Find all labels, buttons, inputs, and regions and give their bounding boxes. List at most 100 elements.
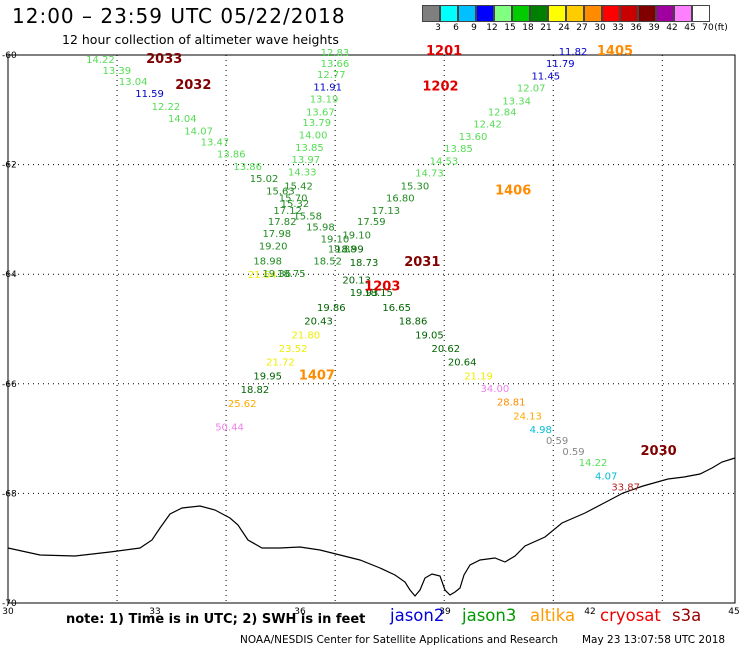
scale-value-label: 39	[648, 23, 660, 33]
x-tick-label: 36	[294, 607, 306, 617]
swh-observation: 15.98	[306, 222, 335, 233]
y-tick-label: -62	[2, 161, 17, 171]
swh-observation: 12.84	[488, 107, 517, 118]
y-tick-label: -64	[2, 270, 17, 280]
swh-observation: 14.07	[184, 126, 213, 137]
swh-observation: 20.13	[342, 276, 371, 287]
swh-observation: 15.42	[284, 181, 313, 192]
x-tick-label: 45	[728, 607, 739, 617]
swh-observation: 18.75	[277, 269, 306, 280]
swh-observation: 24.13	[513, 411, 542, 422]
swh-observation: 16.80	[386, 193, 415, 204]
swh-observation: 18.86	[399, 317, 428, 328]
swh-observation: 25.62	[228, 399, 257, 410]
map-title: 12:00 – 23:59 UTC 05/22/2018	[12, 4, 346, 28]
swh-observation: 18.73	[350, 258, 379, 269]
swh-observation: 15.32	[281, 199, 310, 210]
y-tick-label: -66	[2, 380, 17, 390]
pass-number-label: 2030	[640, 444, 676, 459]
timestamp: May 23 13:07:58 UTC 2018	[582, 634, 726, 646]
swh-observation: 14.53	[430, 157, 459, 168]
y-tick-label: -68	[2, 489, 17, 499]
swh-observation: 21.64	[248, 270, 277, 281]
scale-value-label: 15	[504, 23, 516, 33]
swh-observation: 19.93	[350, 288, 379, 299]
scale-swatch	[476, 5, 494, 22]
swh-observation: 14.04	[168, 114, 197, 125]
scale-value-label: 12	[486, 23, 498, 33]
swh-observation: 19.10	[342, 231, 371, 242]
swh-observation: 0.59	[546, 436, 568, 447]
scale-value-label: 36	[630, 23, 642, 33]
swh-observation: 4.98	[530, 425, 552, 436]
scale-swatch	[512, 5, 530, 22]
scale-swatch	[566, 5, 584, 22]
lat-lon-grid	[8, 55, 735, 603]
swh-observation: 19.95	[253, 371, 282, 382]
scale-value-label: 45	[684, 23, 696, 33]
swh-observation: 4.07	[595, 472, 617, 483]
swh-observation: 15.63	[266, 187, 295, 198]
antarctic-coastline	[7, 457, 736, 597]
swh-observation: 11.59	[135, 89, 164, 100]
swh-observation: 14.00	[299, 130, 328, 141]
scale-swatch	[656, 5, 674, 22]
scale-swatch	[638, 5, 656, 22]
swh-observation: 21.19	[464, 371, 493, 382]
swh-observation: 13.19	[310, 95, 339, 106]
scale-unit-label: (ft)	[714, 23, 728, 33]
pass-number-label: 1406	[495, 184, 531, 199]
swh-observation: 14.22	[579, 458, 608, 469]
scale-swatch	[602, 5, 620, 22]
altimeter-observations: 14.2213.3913.0411.5912.2214.0414.0713.47…	[86, 47, 640, 494]
scale-swatch	[548, 5, 566, 22]
swh-observation: 15.02	[250, 174, 279, 185]
legend-entry: cryosat	[600, 606, 661, 625]
swh-observation: 17.13	[372, 206, 401, 217]
swh-observation: 19.10	[321, 234, 350, 245]
swh-observation: 11.45	[531, 72, 560, 83]
scale-swatch	[440, 5, 458, 22]
swh-observation: 13.97	[292, 155, 321, 166]
swh-observation: 18.99	[335, 244, 364, 255]
swh-observation: 28.81	[497, 398, 526, 409]
swh-observation: 21.80	[292, 330, 321, 341]
swh-observation: 11.91	[313, 83, 342, 94]
scale-swatch	[422, 5, 440, 22]
swh-observation: 12.07	[517, 84, 546, 95]
swh-observation: 13.60	[459, 132, 488, 143]
scale-value-label: 42	[666, 23, 678, 33]
swh-observation: 13.67	[306, 107, 335, 118]
swh-observation: 20.64	[448, 358, 477, 369]
x-tick-label: 30	[2, 607, 14, 617]
swh-observation: 18.98	[253, 256, 282, 267]
scale-swatch	[494, 5, 512, 22]
swh-observation: 19.88	[328, 244, 357, 255]
swh-observation: 13.66	[321, 59, 350, 70]
legend-entry: jason3	[462, 606, 517, 625]
swh-observation: 18.15	[364, 288, 393, 299]
pass-number-label: 2031	[404, 255, 440, 270]
legend-entry: jason2	[390, 606, 445, 625]
note-text: note: 1) Time is in UTC; 2) SWH is in fe…	[66, 612, 366, 627]
y-tick-label: -70	[2, 599, 17, 609]
scale-value-label: 33	[612, 23, 624, 33]
scale-value-label: 3	[435, 23, 441, 33]
swh-observation: 13.47	[201, 137, 230, 148]
scale-value-label: 70	[702, 23, 714, 33]
scale-value-label: 21	[540, 23, 552, 33]
swh-observation: 20.62	[431, 344, 460, 355]
swh-observation: 17.82	[268, 217, 297, 228]
scale-value-label: 30	[594, 23, 606, 33]
pass-number-label: 1407	[299, 368, 335, 383]
swh-observation: 12.42	[473, 119, 502, 130]
swh-observation: 13.86	[233, 162, 262, 173]
pass-number-label: 2033	[146, 52, 182, 67]
pass-number-label: 1203	[364, 280, 400, 295]
axis-tick-labels: 30 33 36 39 42 45 -60 -62 -64 -66 -68 -70	[2, 51, 740, 617]
legend-entry: altika	[530, 606, 576, 625]
scale-value-label: 27	[576, 23, 588, 33]
swh-observation: 13.34	[502, 96, 531, 107]
scale-swatch	[674, 5, 692, 22]
